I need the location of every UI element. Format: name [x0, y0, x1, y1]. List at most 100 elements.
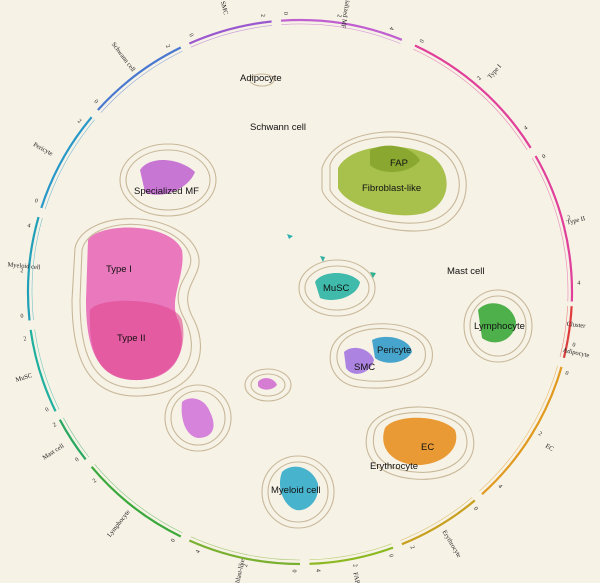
ring-inner-track: [281, 23, 401, 44]
specialized-mf-outline: [125, 149, 211, 211]
ring-segment-label: Myeloid cell: [7, 261, 41, 271]
label-fibroblast-like: Fibroblast-like: [362, 183, 421, 194]
ring-segment-label: Cluster: [566, 321, 586, 330]
ring-segment-schwann: 0 2 Schwann cell: [93, 41, 183, 113]
small-cluster-outline: [250, 373, 286, 397]
ring-segment-type-ii: 0 2 4 Type II: [531, 154, 586, 302]
ring-inner-track: [413, 48, 528, 151]
ring-arc: [40, 116, 93, 209]
ring-segment-label: SMC: [219, 0, 229, 15]
ring-segment-label: Erythrocyte: [441, 529, 463, 559]
ring-segment-label: Type II: [566, 215, 586, 226]
ring-inner-track: [563, 306, 568, 339]
ring-tick-label: 0: [564, 371, 569, 378]
stray-cells-3: [370, 272, 376, 278]
musc-outline: [304, 265, 370, 311]
ring-segment-ec: 0 2 4 EC: [479, 365, 569, 495]
ring-tick-label: 0: [74, 457, 80, 464]
fap-outline-outer: [321, 131, 467, 232]
musc-cloud: [315, 273, 360, 301]
label-musc: MuSC: [323, 283, 350, 294]
ring-inner-track: [400, 497, 473, 541]
ring-tick-label: 0: [387, 554, 394, 559]
ring-inner-track: [479, 365, 558, 492]
cell-clouds: [86, 145, 516, 511]
ring-inner-track: [94, 464, 183, 534]
lymphocyte-outline-outer: [463, 289, 533, 363]
myeloid-outline-outer: [261, 455, 335, 529]
lymphocyte-outline: [469, 295, 527, 357]
ring-inner-track: [559, 338, 565, 357]
fap-core: [370, 145, 420, 172]
lymphocyte-cloud: [478, 303, 516, 343]
ring-segment-cluster: Cluster: [563, 306, 587, 340]
stray-cells-2: [320, 256, 325, 262]
ring-segment-fibroblast: 0 2 4 Fibroblast-like: [188, 536, 301, 583]
ring-segment-pericyte: 0 2 Pericyte: [32, 116, 95, 210]
ring-tick-label: 2: [76, 118, 82, 125]
fap-outline: [329, 136, 460, 224]
ring-segment-fap: 0 2 4 FAP: [309, 543, 394, 583]
cluster-labels: Adipocyte Schwann cell FAP Fibroblast-li…: [106, 73, 525, 496]
ring-arc: [90, 466, 182, 538]
ec-outline: [372, 412, 468, 473]
ring-tick-label: 4: [315, 569, 321, 572]
label-type-ii: Type II: [117, 333, 146, 344]
ring-tick-label: 4: [195, 549, 202, 554]
ring-tick-label: 2: [164, 44, 171, 49]
ring-segment-smc: 0 2 SMC: [187, 0, 273, 48]
pericyte-outline-outer: [329, 323, 433, 389]
pericyte-cloud: [372, 336, 412, 363]
ring-segment-label: Fibroblast-like: [231, 558, 246, 583]
ring-segment-mast: 0 2 Mast cell: [41, 417, 90, 464]
ring-tick-label: 0: [541, 154, 547, 161]
lower-mf-outline-outer: [164, 384, 232, 452]
ring-tick-label: 0: [472, 506, 479, 512]
ring-arc: [280, 18, 403, 41]
ring-segment-label: Mast cell: [41, 443, 65, 462]
label-ec: EC: [421, 442, 434, 453]
ring-segment-label: MuSC: [15, 372, 33, 384]
ring-arc: [566, 306, 573, 340]
ec-cloud: [383, 417, 457, 466]
label-specialized-mf: Specialized MF: [134, 186, 199, 197]
ring-segment-label: EC: [544, 443, 555, 453]
label-type-i: Type I: [106, 264, 132, 275]
ring-inner-track: [44, 119, 95, 210]
ring-segment-erythrocyte: 0 2 Erythrocyte: [400, 497, 479, 559]
ring-tick-label: 2: [52, 422, 57, 429]
ring-tick-label: 2: [243, 564, 249, 568]
ring-arc: [534, 155, 574, 302]
ring-tick-label: 0: [34, 198, 39, 205]
ring-tick-label: 0: [419, 39, 426, 44]
myeloid-outline: [267, 461, 329, 523]
ring-arc: [97, 46, 182, 111]
ring-tick-label: 0: [20, 314, 24, 320]
ring-tick-label: 0: [187, 33, 194, 38]
ring-arc: [481, 366, 563, 495]
ring-tick-label: 2: [92, 478, 98, 484]
ring-inner-track: [309, 543, 392, 561]
small-cluster-outline-outer: [244, 368, 292, 402]
ring-segment-type-i: 0 2 4 Type I: [413, 39, 532, 151]
ring-segment-myeloid: 0 2 4 Myeloid cell: [7, 216, 43, 321]
ring-tick-label: 4: [577, 281, 580, 287]
ring-tick-label: 2: [351, 564, 357, 568]
ring-tick-label: 2: [336, 14, 342, 18]
ring-arc: [401, 499, 476, 546]
ring-inner-track: [190, 25, 273, 48]
fap-cloud: [338, 146, 447, 216]
ring-segment-label: FAP: [352, 572, 361, 583]
musc-outline-outer: [298, 259, 376, 317]
label-smc: SMC: [354, 362, 375, 373]
myeloid-cloud: [279, 466, 319, 511]
ring-arc: [309, 546, 394, 565]
ring-tick-label: 2: [537, 431, 543, 438]
ring-segment-label: Schwann cell: [110, 41, 137, 73]
lower-mf-outline: [170, 390, 226, 446]
ring-arc: [562, 339, 569, 359]
ring-arc: [188, 20, 272, 45]
